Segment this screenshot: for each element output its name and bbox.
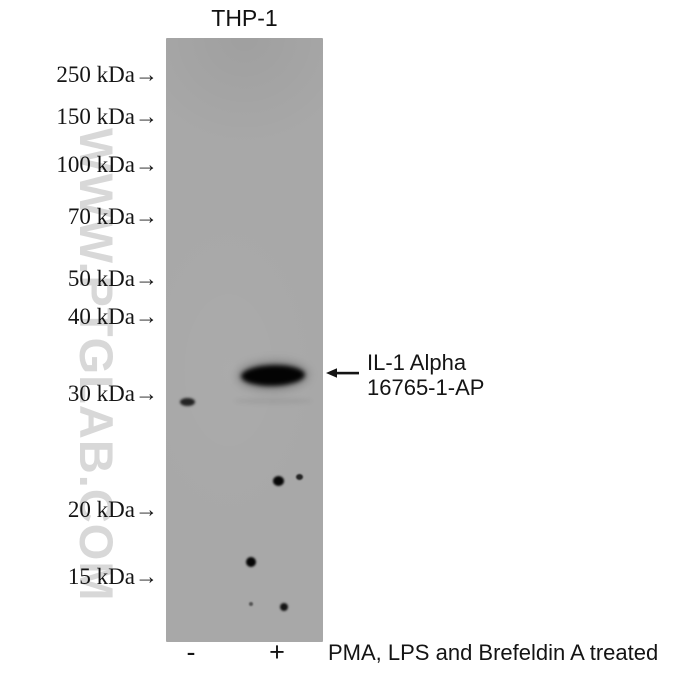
- nonspecific-spot: [246, 557, 256, 567]
- mw-marker-150: 150 kDa→: [56, 104, 158, 129]
- nonspecific-spot: [273, 476, 284, 486]
- band-pointer-arrow-icon: [326, 366, 360, 380]
- mw-marker-30: 30 kDa→: [67, 381, 158, 406]
- treatment-label: PMA, LPS and Brefeldin A treated: [328, 640, 659, 665]
- lane-plus-label: +: [269, 637, 285, 667]
- mw-marker-20: 20 kDa→: [67, 497, 158, 522]
- nonspecific-spot: [249, 602, 253, 606]
- il1-alpha-band: [240, 364, 306, 387]
- nonspecific-spot: [296, 474, 303, 480]
- catalog-number-label: 16765-1-AP: [367, 375, 485, 400]
- mw-marker-40: 40 kDa→: [67, 304, 158, 329]
- minus-lane-weak-band: [180, 398, 195, 406]
- lane-minus-label: -: [186, 637, 196, 667]
- cell-line-label: THP-1: [211, 5, 278, 31]
- mw-marker-100: 100 kDa→: [56, 152, 158, 177]
- mw-marker-70: 70 kDa→: [67, 204, 158, 229]
- mw-marker-15: 15 kDa→: [67, 564, 158, 589]
- blot-membrane-image: [166, 38, 323, 642]
- nonspecific-spot: [280, 603, 288, 611]
- mw-marker-250: 250 kDa→: [56, 62, 158, 87]
- faint-smear: [234, 398, 312, 404]
- band-annotation: IL-1 Alpha 16765-1-AP: [367, 350, 484, 400]
- target-protein-label: IL-1 Alpha: [367, 350, 467, 375]
- watermark-text: WWW.PTGLAB.COM: [70, 128, 123, 602]
- mw-marker-50: 50 kDa→: [67, 266, 158, 291]
